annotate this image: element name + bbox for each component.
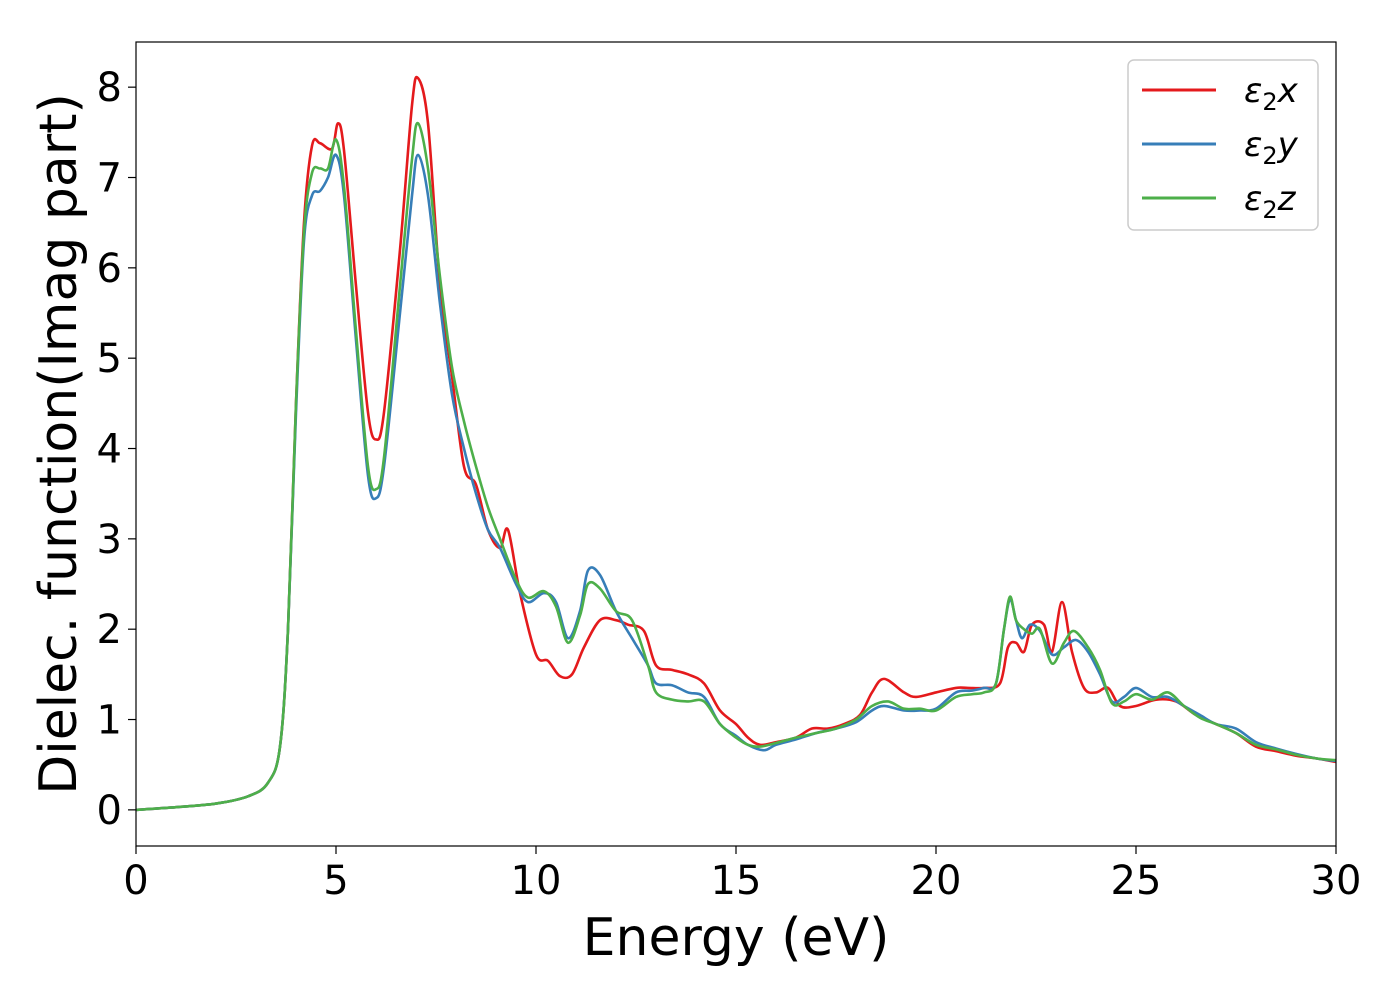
legend-box [1127, 59, 1319, 231]
x-tick-label: 30 [1311, 858, 1362, 904]
y-tick-label: 8 [97, 65, 122, 111]
y-tick-label: 3 [97, 517, 122, 563]
series-line-1 [136, 75, 1336, 812]
x-axis-ticks: 0 5 10 15 20 25 30 [123, 846, 1361, 904]
series-line-2 [136, 153, 1336, 812]
legend-label-2: ε2y [1244, 125, 1299, 170]
legend-label-1: ε2x [1244, 71, 1299, 116]
x-axis-label: Energy (eV) [583, 908, 890, 968]
y-tick-label: 0 [97, 788, 122, 834]
y-tick-label: 7 [97, 156, 122, 202]
x-tick-label: 5 [323, 858, 348, 904]
y-tick-label: 6 [97, 246, 122, 292]
y-tick-label: 1 [97, 698, 122, 744]
y-tick-label: 5 [97, 336, 122, 382]
x-tick-label: 25 [1111, 858, 1162, 904]
y-tick-label: 4 [97, 427, 122, 473]
y-axis-ticks: 0 1 2 3 4 5 6 7 8 [97, 65, 136, 834]
series-layer [136, 75, 1336, 812]
legend: ε2x ε2y ε2z [1127, 59, 1319, 231]
x-tick-label: 20 [911, 858, 962, 904]
y-tick-label: 2 [97, 607, 122, 653]
x-tick-label: 15 [711, 858, 762, 904]
x-tick-label: 0 [123, 858, 148, 904]
y-axis-label: Dielec. function(Imag part) [29, 93, 89, 795]
legend-label-3: ε2z [1244, 179, 1297, 224]
series-line-3 [136, 121, 1336, 812]
x-tick-label: 10 [511, 858, 562, 904]
